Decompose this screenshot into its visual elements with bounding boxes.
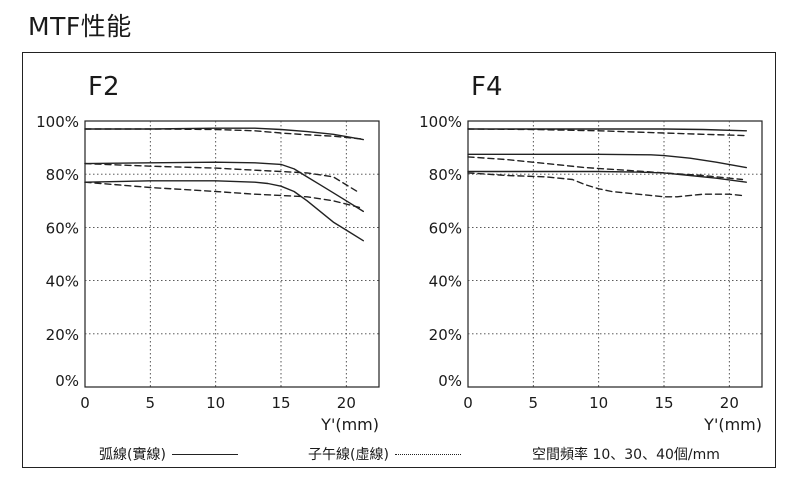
chart-2-xtick-label: 0 — [463, 394, 473, 412]
chart-2-xtick-label: 5 — [529, 394, 539, 412]
chart-1-ytick-label: 100% — [36, 113, 79, 131]
chart-2-ytick-label: 80% — [429, 166, 462, 184]
chart-1-ytick-label: 20% — [46, 326, 79, 344]
chart-1-xtick-label: 15 — [271, 394, 290, 412]
chart-2-ytick-label: 20% — [429, 326, 462, 344]
chart-1-meridional-series-line — [84, 128, 364, 140]
chart-2-ytick-label: 60% — [429, 219, 462, 237]
chart-1-sagittal-series-line — [84, 161, 364, 213]
legend-frequencies-label: 空間頻率 10、30、40個/mm — [532, 447, 720, 463]
chart-1-xaxis-label: Y'(mm) — [320, 415, 379, 434]
chart-2-title: F4 — [471, 72, 503, 102]
chart-2-xaxis-label: Y'(mm) — [703, 415, 762, 434]
chart-2-plot-border — [467, 120, 763, 388]
chart-1-meridional-series-line — [84, 181, 361, 209]
chart-2-xtick-label: 20 — [720, 394, 739, 412]
chart-1-ytick-label: 60% — [46, 219, 79, 237]
legend-dashed-line-swatch — [394, 453, 461, 455]
chart-1-ytick-label: 0% — [55, 372, 79, 390]
chart-1-xtick-label: 0 — [80, 394, 90, 412]
chart-1-plot-border — [84, 120, 380, 388]
chart-2-ytick-label: 40% — [429, 273, 462, 291]
chart-1-ytick-label: 40% — [46, 273, 79, 291]
chart-1-sagittal-series-line — [84, 180, 364, 242]
legend-sagittal-label: 弧線(實線) — [99, 447, 166, 463]
chart-1-title: F2 — [88, 72, 120, 102]
chart-1-xtick-label: 20 — [337, 394, 356, 412]
chart-1-ytick-label: 80% — [46, 166, 79, 184]
chart-1-meridional-series-line — [84, 162, 361, 194]
chart-1-sagittal-series-line — [84, 127, 364, 141]
chart-2-meridional-series-line — [467, 156, 744, 181]
legend-meridional: 子午線(虛線) — [308, 444, 461, 464]
legend-sagittal: 弧線(實線) — [99, 444, 238, 464]
chart-2-meridional-series-line — [467, 128, 747, 137]
chart-2-meridional-series-line — [467, 172, 744, 198]
legend-meridional-label: 子午線(虛線) — [308, 447, 389, 463]
chart-frame — [22, 52, 776, 468]
chart-2-sagittal-series-line — [467, 153, 747, 169]
legend-solid-line-swatch — [171, 453, 238, 455]
page-title: MTF性能 — [28, 12, 132, 41]
chart-2-ytick-label: 0% — [438, 372, 462, 390]
chart-2-xtick-label: 10 — [589, 394, 608, 412]
chart-1-xtick-label: 10 — [206, 394, 225, 412]
chart-2-xtick-label: 15 — [654, 394, 673, 412]
chart-2-ytick-label: 100% — [419, 113, 462, 131]
legend-frequencies: 空間頻率 10、30、40個/mm — [532, 444, 720, 464]
chart-2-sagittal-series-line — [467, 170, 747, 183]
chart-1-xtick-label: 5 — [146, 394, 156, 412]
